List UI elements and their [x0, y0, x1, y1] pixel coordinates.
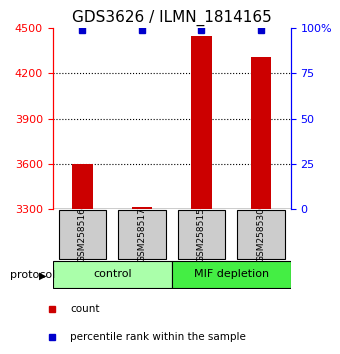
Bar — [72, 164, 93, 209]
Text: count: count — [70, 304, 99, 314]
Bar — [132, 207, 152, 209]
Bar — [251, 57, 271, 209]
Bar — [118, 210, 166, 259]
Text: GSM258515: GSM258515 — [197, 207, 206, 262]
Text: GSM258516: GSM258516 — [78, 207, 87, 262]
Bar — [177, 210, 225, 259]
Bar — [172, 261, 291, 288]
Bar — [191, 35, 212, 209]
Text: GSM258517: GSM258517 — [137, 207, 147, 262]
Text: percentile rank within the sample: percentile rank within the sample — [70, 332, 246, 342]
Text: MIF depletion: MIF depletion — [194, 269, 269, 279]
Text: GSM258530: GSM258530 — [256, 207, 266, 262]
Bar — [237, 210, 285, 259]
Text: protocol: protocol — [10, 270, 55, 280]
Bar — [59, 210, 106, 259]
Bar — [53, 261, 172, 288]
Text: ▶: ▶ — [39, 270, 47, 280]
Text: control: control — [93, 269, 132, 279]
Title: GDS3626 / ILMN_1814165: GDS3626 / ILMN_1814165 — [72, 9, 272, 25]
